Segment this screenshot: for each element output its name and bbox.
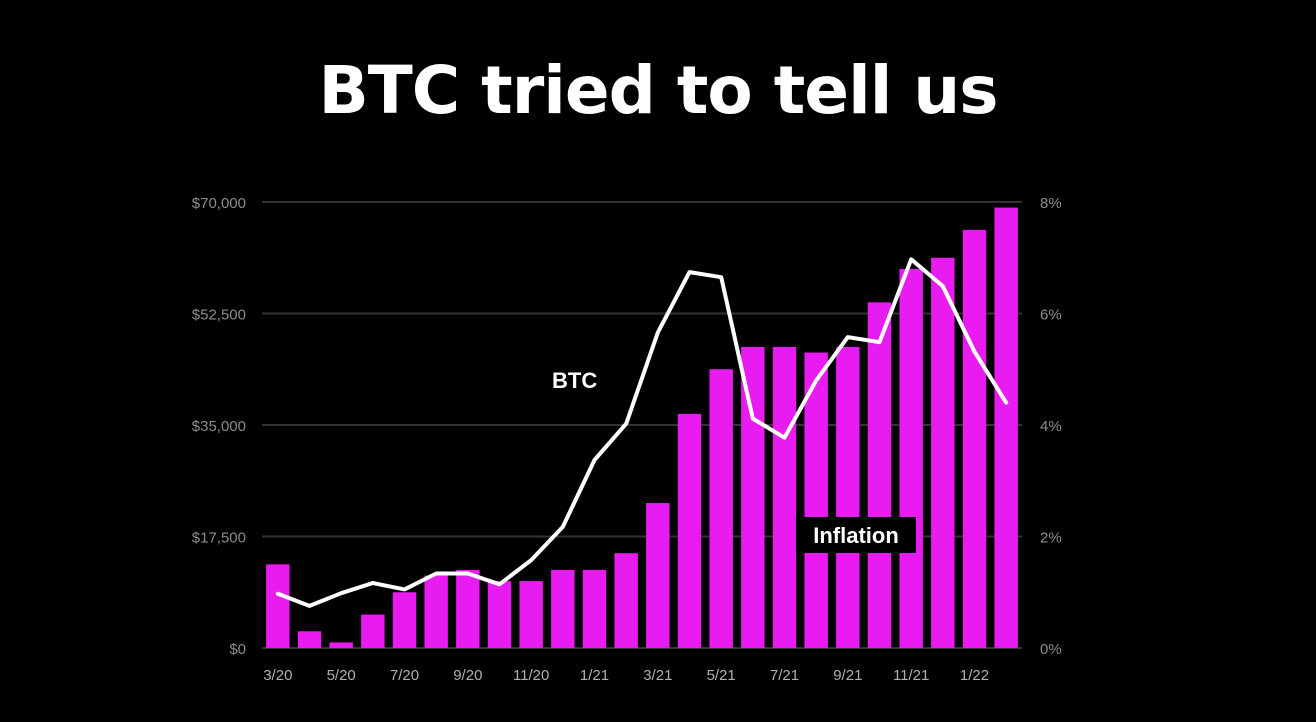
inflation-bar	[614, 553, 638, 648]
left-tick-label: $35,000	[192, 418, 246, 435]
x-tick-label: 11/21	[893, 667, 929, 684]
right-tick-label: 4%	[1040, 418, 1062, 435]
inflation-bar	[392, 592, 417, 648]
chart-title: BTC tried to tell us	[318, 52, 998, 129]
btc-line	[275, 257, 1009, 608]
x-tick-label: 1/22	[960, 667, 989, 684]
inflation-bar	[677, 413, 702, 648]
inflation-bar	[836, 346, 860, 648]
right-tick-label: 0%	[1040, 641, 1062, 658]
inflation-bar	[994, 207, 1018, 648]
x-tick-label: 7/20	[390, 667, 419, 684]
inflation-bar	[266, 564, 290, 648]
left-tick-label: $52,500	[192, 307, 246, 324]
x-tick-label: 7/21	[770, 667, 799, 684]
inflation-bar	[551, 569, 575, 648]
inflation-label-background	[796, 517, 916, 553]
left-tick-label: $0	[229, 641, 246, 658]
inflation-bar	[456, 569, 480, 648]
left-axis-ticks: $0 $17,500 $35,000 $52,500 $70,000	[192, 195, 246, 658]
x-tick-label: 11/20	[513, 667, 549, 684]
x-tick-label: 1/21	[580, 667, 609, 684]
inflation-bar	[741, 346, 765, 648]
x-tick-label: 9/20	[453, 667, 482, 684]
left-tick-label: $70,000	[192, 195, 246, 212]
inflation-bar	[646, 503, 670, 648]
inflation-bar	[867, 302, 892, 648]
btc-line-layer	[275, 257, 1009, 608]
series-labels: BTC Inflation	[552, 368, 916, 553]
inflation-bar	[329, 642, 353, 648]
inflation-bar	[709, 369, 733, 648]
inflation-bar	[361, 614, 385, 648]
right-tick-label: 8%	[1040, 195, 1062, 212]
x-tick-label: 9/21	[833, 667, 862, 684]
inflation-bar	[931, 257, 955, 648]
inflation-bar	[297, 631, 322, 648]
x-axis-ticks: 3/20 5/20 7/20 9/20 11/20 1/21 3/21 5/21 7/21 9/2…	[263, 667, 989, 684]
inflation-bar	[804, 352, 828, 648]
x-tick-label: 5/21	[707, 667, 736, 684]
left-tick-label: $17,500	[192, 530, 246, 547]
x-tick-label: 5/20	[327, 667, 356, 684]
x-tick-label: 3/20	[263, 667, 292, 684]
inflation-bar	[582, 569, 607, 648]
inflation-bars	[266, 207, 1018, 648]
right-tick-label: 2%	[1040, 530, 1062, 547]
inflation-bar	[899, 268, 923, 648]
inflation-bar	[772, 346, 797, 648]
inflation-bar	[424, 575, 448, 648]
right-axis-ticks: 0% 2% 4% 6% 8%	[1040, 195, 1062, 658]
inflation-bar	[519, 581, 543, 648]
inflation-bar	[962, 229, 987, 648]
btc-series-label: BTC	[552, 368, 597, 393]
inflation-bar	[487, 581, 512, 648]
right-tick-label: 6%	[1040, 307, 1062, 324]
x-tick-label: 3/21	[643, 667, 672, 684]
inflation-series-label: Inflation	[813, 523, 899, 548]
gridlines	[262, 201, 1022, 649]
